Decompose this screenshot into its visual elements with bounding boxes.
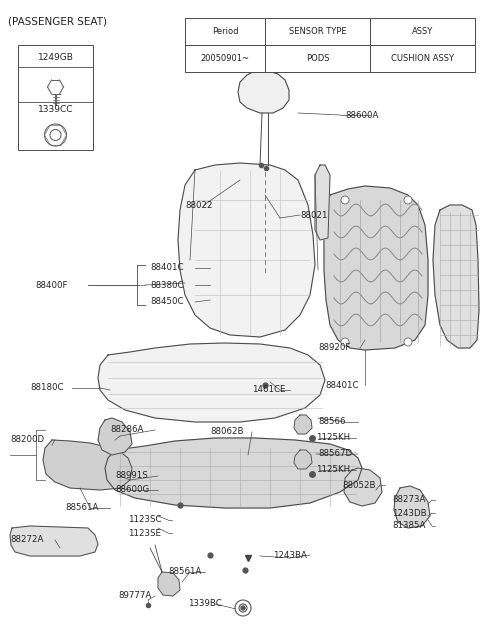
Bar [370,45,475,72]
Text: 88021: 88021 [300,211,327,220]
Text: 88567D: 88567D [318,450,352,459]
Polygon shape [344,468,382,506]
Text: 88380C: 88380C [150,281,183,289]
Polygon shape [178,163,315,337]
Text: 88991S: 88991S [115,472,148,481]
Polygon shape [43,440,132,490]
Bar [265,18,370,45]
Text: SENSOR TYPE: SENSOR TYPE [288,27,346,36]
Polygon shape [433,205,479,348]
Bar [185,45,265,72]
Text: 88180C: 88180C [30,384,63,392]
Text: (PASSENGER SEAT): (PASSENGER SEAT) [8,16,107,26]
Text: PODS: PODS [306,54,329,63]
Polygon shape [98,418,132,455]
Text: 1125KH: 1125KH [316,433,350,442]
Polygon shape [394,486,430,528]
Polygon shape [158,572,180,596]
Text: 88062B: 88062B [210,428,243,437]
Bar [185,18,265,45]
Text: 88200D: 88200D [10,435,44,445]
Polygon shape [315,165,330,240]
Polygon shape [324,186,428,350]
Polygon shape [294,450,312,469]
Circle shape [341,338,349,346]
Text: 1123SC: 1123SC [128,516,161,525]
Text: 88600A: 88600A [345,111,378,120]
Text: 88561A: 88561A [168,567,202,577]
Text: ASSY: ASSY [412,27,433,36]
Text: 1461CE: 1461CE [252,386,286,394]
Text: 88920F: 88920F [318,343,350,352]
Text: CUSHION ASSY: CUSHION ASSY [391,54,454,63]
Circle shape [404,196,412,204]
Text: 1243DB: 1243DB [392,508,427,518]
Text: 88401C: 88401C [325,381,359,389]
Text: 1123SE: 1123SE [128,528,161,538]
Circle shape [241,606,245,610]
Bar [18,45,93,150]
Text: 88400F: 88400F [35,281,68,289]
Text: 1339CC: 1339CC [38,105,73,114]
Text: 88273A: 88273A [392,496,425,504]
Text: 88272A: 88272A [10,535,43,545]
Text: 1249GB: 1249GB [37,53,73,62]
Text: 88286A: 88286A [110,425,144,435]
Text: 88022: 88022 [185,201,213,209]
Text: 89777A: 89777A [118,591,151,601]
Text: 20050901~: 20050901~ [201,54,250,63]
Text: 88052B: 88052B [342,481,375,489]
Polygon shape [10,526,98,556]
Polygon shape [294,415,312,434]
Bar [370,18,475,45]
Text: 88450C: 88450C [150,298,183,306]
Text: Period: Period [212,27,238,36]
Circle shape [341,196,349,204]
Circle shape [404,338,412,346]
Text: 88561A: 88561A [65,503,98,513]
Text: 1339BC: 1339BC [188,599,222,608]
Text: 88600G: 88600G [115,486,149,494]
Polygon shape [98,343,325,422]
Text: 1125KH: 1125KH [316,465,350,474]
Text: 1243BA: 1243BA [273,550,307,560]
Bar [265,45,370,72]
Polygon shape [105,438,362,508]
Polygon shape [238,71,289,113]
Text: 81385A: 81385A [392,521,425,530]
Text: 88566: 88566 [318,418,346,426]
Text: 88401C: 88401C [150,264,183,272]
